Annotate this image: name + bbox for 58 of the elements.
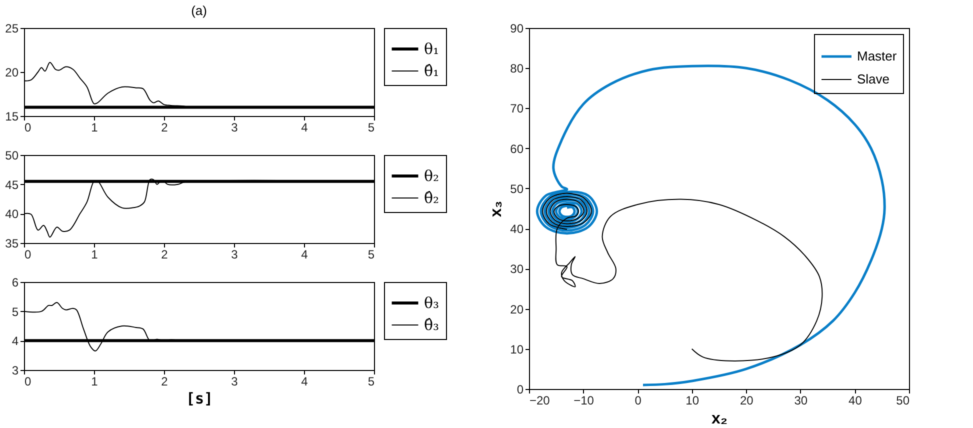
text: θ₂ <box>424 167 440 185</box>
y-tick-label: 15 <box>5 110 19 124</box>
legend-label: Master <box>857 48 898 64</box>
y-tick-label: 40 <box>510 222 524 236</box>
x-tick-label: 1 <box>91 120 98 134</box>
y-tick-label: 35 <box>5 236 19 250</box>
legend-label: θ₁ <box>424 40 440 58</box>
x-tick-label: −20 <box>530 394 550 408</box>
x-tick-label: 4 <box>301 374 308 388</box>
text: θ₃ <box>424 294 440 312</box>
x-tick-label: 4 <box>301 248 308 262</box>
x-axis-title: [s] <box>186 390 214 408</box>
y-tick-label: 30 <box>510 262 524 276</box>
y-tick-label: 4 <box>12 334 19 348</box>
legend-label: θ̂₂ <box>424 189 440 207</box>
chart-title: (a) <box>191 3 207 18</box>
x-tick-label: 0 <box>24 374 32 388</box>
x-tick-label: 4 <box>301 120 308 134</box>
legend-label: θ̂₁ <box>424 62 440 80</box>
x-tick-label: 3 <box>231 120 238 134</box>
y-tick-label: 3 <box>12 364 19 378</box>
x-tick-label: 3 <box>231 248 238 262</box>
y-tick-label: 50 <box>5 148 19 162</box>
y-tick-label: 60 <box>510 142 524 156</box>
x-tick-label: 1 <box>91 248 98 262</box>
y-tick-label: 10 <box>510 342 524 356</box>
y-tick-label: 45 <box>5 178 19 192</box>
x-tick-label: 40 <box>848 394 862 408</box>
legend-label: Slave <box>857 72 890 86</box>
x-tick-label: 5 <box>368 120 375 134</box>
x-tick-label: 5 <box>368 374 375 388</box>
x-tick-label: 5 <box>368 248 375 262</box>
x-tick-label: 0 <box>24 248 32 262</box>
x-tick-label: 30 <box>794 394 808 408</box>
x-tick-label: −10 <box>574 394 594 408</box>
y-tick-label: 20 <box>5 66 19 80</box>
x-axis-title: x₂ <box>711 410 728 428</box>
y-tick-label: 70 <box>510 102 524 116</box>
x-tick-label: 3 <box>231 374 238 388</box>
x-tick-label: 20 <box>740 394 754 408</box>
legend-label: θ̂₃ <box>424 316 440 334</box>
y-tick-label: 5 <box>12 304 19 319</box>
x-tick-label: 50 <box>896 394 910 408</box>
y-axis-title: x₃ <box>488 200 506 218</box>
y-tick-label: 20 <box>510 302 524 316</box>
x-tick-label: 2 <box>161 374 168 388</box>
y-tick-label: 6 <box>12 276 19 290</box>
y-tick-label: 50 <box>510 182 524 196</box>
x-tick-label: 2 <box>161 120 168 134</box>
x-tick-label: 1 <box>91 374 98 388</box>
y-tick-label: 40 <box>5 207 19 222</box>
x-tick-label: 10 <box>686 394 700 408</box>
x-tick-label: 0 <box>24 120 32 134</box>
y-tick-label: 25 <box>5 22 19 36</box>
y-tick-label: 80 <box>510 62 524 76</box>
y-tick-label: 90 <box>510 22 524 36</box>
x-tick-label: 2 <box>161 248 168 262</box>
x-tick-label: 0 <box>634 394 642 408</box>
